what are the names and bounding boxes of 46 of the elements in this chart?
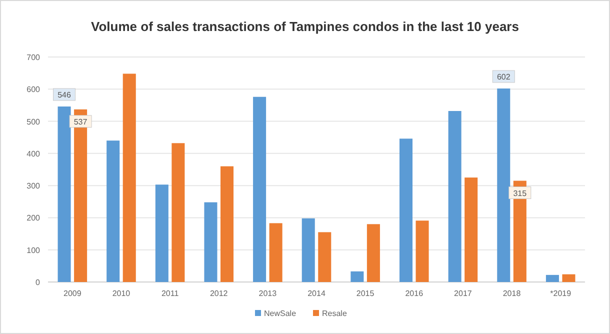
bar	[122, 74, 136, 282]
bar	[302, 218, 315, 282]
y-tick-label: 600	[26, 85, 41, 94]
bar	[172, 143, 185, 282]
bar	[106, 140, 120, 282]
bar	[318, 232, 332, 282]
bar	[220, 166, 234, 282]
bar	[155, 184, 168, 282]
x-tick-label: 2012	[210, 289, 228, 298]
bar	[366, 224, 380, 282]
data-label: 546	[58, 90, 72, 100]
x-tick-label: 2009	[64, 289, 82, 298]
bar	[416, 220, 429, 282]
bar	[253, 96, 266, 282]
y-tick-label: 0	[36, 278, 41, 287]
data-label: 315	[513, 188, 528, 198]
x-tick-label: 2011	[161, 289, 180, 298]
x-tick-label: 2018	[502, 289, 522, 298]
legend-label: NewSale	[264, 309, 297, 318]
bar	[562, 274, 576, 282]
y-tick-label: 100	[26, 246, 41, 255]
x-tick-label: 2015	[356, 289, 375, 298]
bar	[464, 178, 478, 282]
x-tick-label: *2019	[550, 289, 572, 298]
y-tick-label: 300	[26, 182, 41, 191]
y-tick-label: 700	[26, 53, 41, 62]
bar	[350, 271, 364, 282]
x-tick-label: 2010	[112, 289, 131, 298]
bar	[204, 202, 218, 282]
x-tick-label: 2017	[454, 289, 472, 298]
bar	[269, 223, 282, 282]
x-tick-label: 2016	[405, 289, 424, 298]
x-tick-label: 2013	[258, 289, 278, 298]
legend-label: Resale	[322, 309, 348, 318]
bar	[448, 111, 462, 282]
bar	[546, 274, 559, 282]
data-label: 537	[74, 117, 88, 126]
y-tick-label: 500	[26, 117, 41, 126]
x-tick-label: 2014	[308, 289, 326, 298]
bar	[497, 88, 510, 282]
chart-title: Volume of sales transactions of Tampines condos in the last 10 years	[91, 19, 519, 34]
bar	[58, 106, 71, 282]
y-tick-label: 400	[26, 149, 41, 158]
bar	[399, 138, 413, 282]
data-label: 602	[496, 72, 511, 82]
y-tick-label: 200	[26, 214, 41, 223]
